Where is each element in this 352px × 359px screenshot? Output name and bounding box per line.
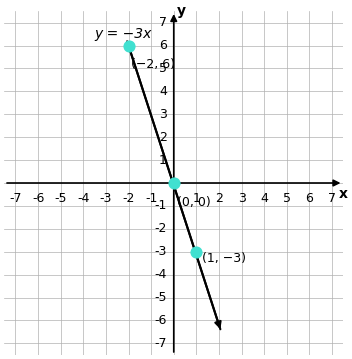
Text: -3: -3 — [155, 245, 167, 258]
Text: 7: 7 — [328, 192, 336, 205]
Point — [194, 249, 199, 255]
Point — [126, 43, 131, 48]
Text: 6: 6 — [306, 192, 313, 205]
Text: 6: 6 — [159, 39, 167, 52]
Text: 2: 2 — [215, 192, 223, 205]
Text: 3: 3 — [238, 192, 246, 205]
Text: 4: 4 — [260, 192, 268, 205]
Text: -6: -6 — [32, 192, 44, 205]
Text: -7: -7 — [9, 192, 22, 205]
Text: 5: 5 — [159, 62, 167, 75]
Text: 2: 2 — [159, 131, 167, 144]
Text: (−2, 6): (−2, 6) — [131, 58, 175, 71]
Text: y = −3x: y = −3x — [95, 27, 152, 41]
Text: -2: -2 — [155, 222, 167, 235]
Text: -2: -2 — [122, 192, 135, 205]
Text: -5: -5 — [155, 291, 167, 304]
Text: 7: 7 — [159, 16, 167, 29]
Text: 1: 1 — [193, 192, 200, 205]
Text: (1, −3): (1, −3) — [202, 252, 246, 265]
Text: -4: -4 — [155, 268, 167, 281]
Text: x: x — [339, 187, 348, 201]
Text: -1: -1 — [145, 192, 157, 205]
Text: 5: 5 — [283, 192, 291, 205]
Text: -3: -3 — [100, 192, 112, 205]
Text: 3: 3 — [159, 108, 167, 121]
Text: -7: -7 — [155, 337, 167, 350]
Text: -5: -5 — [55, 192, 67, 205]
Text: -1: -1 — [155, 199, 167, 213]
Text: 1: 1 — [159, 154, 167, 167]
Point — [171, 180, 177, 186]
Text: 4: 4 — [159, 85, 167, 98]
Text: (0, 0): (0, 0) — [177, 196, 211, 209]
Text: -4: -4 — [77, 192, 89, 205]
Text: -6: -6 — [155, 314, 167, 327]
Text: y: y — [177, 4, 186, 18]
